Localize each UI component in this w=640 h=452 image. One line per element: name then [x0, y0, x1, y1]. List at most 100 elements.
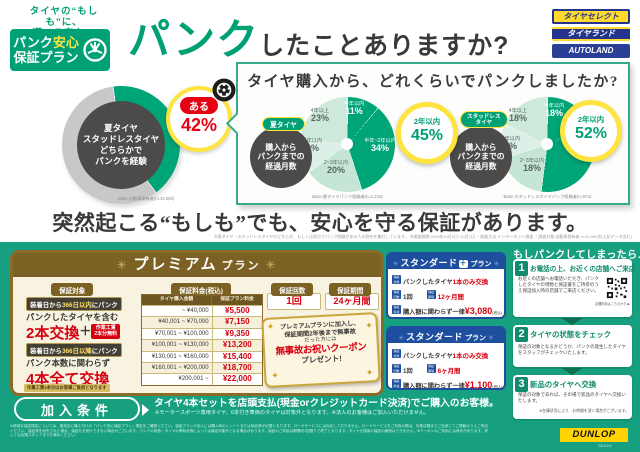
fee-table-row: ¥40,001 ~ ¥70,000 ¥7,150: [142, 316, 262, 328]
down-arrow-icon: [561, 318, 583, 325]
summer-highlight-badge: 2年以内 45%: [396, 102, 458, 164]
condition1-badge: 装着日から366日以内にパンク: [26, 297, 122, 311]
step-3-body: 保証の対象であれば、その場で新品のタイヤへ交換いたします。: [518, 392, 626, 403]
step-1-body: お近くの店舗へお電話いただき、パンクしたタイヤの現物と保証書をご持参のうえ保証加…: [518, 276, 599, 293]
tagline-line1: タイヤの“もしも”に、: [29, 6, 99, 28]
plan-target-row: 保証 対象 パンクしたタイヤ1本のみ交換: [392, 275, 489, 286]
step-2-title: タイヤの状態をチェック: [530, 330, 612, 339]
fee-tab: 保証料金(税込): [171, 283, 231, 296]
count-tab: 保証回数: [271, 283, 314, 296]
summer-pie-hole: [341, 138, 353, 150]
target-label-icon: 保証 対象: [392, 349, 401, 359]
plan-logo-bottom: 保証プラン: [13, 50, 79, 65]
standard-plan-card: ✳ スタンダード プラン ✳ 保証 対象 パンクしたタイヤ1本のみ交換 保証 回数 1回 保証期…: [386, 326, 506, 390]
period-label-icon: 保証 期間: [426, 290, 436, 300]
plan-suffix: プラン: [465, 335, 486, 342]
step-1-number: 1: [515, 261, 528, 276]
fee-table-row: ~ ¥40,000 ¥5,500: [142, 305, 262, 317]
fee-label-icon: 保証 料金: [392, 379, 401, 389]
survey-panel: タイヤ購入から、どれくらいでパンクしましたか? 半年以内 11% 半年~2年以内 3…: [225, 62, 630, 205]
fee-table-header: タイヤ購入金額 保証プラン料金: [142, 295, 262, 305]
fee-table: タイヤ購入金額 保証プラン料金 ~ ¥40,000 ¥5,500 ¥40,001 …: [141, 294, 263, 386]
experience-pie-center-label: 夏タイヤ スタッドレスタイヤ どちらかで パンクを経験: [77, 101, 165, 189]
sparkle-icon: ✦: [266, 321, 275, 332]
experience-line: どちらかで: [99, 145, 143, 155]
summer-slice-label: 半年~2年以内 34%: [364, 138, 396, 153]
conditions-sub: ※モータースポーツ専用タイヤ、6本付き車両のタイヤは対象外となります。※法人のお…: [155, 410, 430, 416]
condition2-badge: 装着日から366日以降にパンク: [26, 343, 122, 357]
sparkle-icon: ✦: [271, 370, 280, 381]
winter-pie-hole: [541, 138, 553, 150]
experience-line: 夏タイヤ: [104, 123, 138, 133]
conditions-main: タイヤ4本セットを店頭支払(現金orクレジットカード決済)でご購入のお客様。: [154, 398, 499, 409]
tire-icon: [212, 78, 236, 102]
condition1-benefit: 2本交換＋ 作業工賃 2本分無料: [26, 322, 121, 343]
winter-slice-label: 4年以上 18%: [508, 108, 528, 123]
headline: 突然起こる“もしも”でも、安心を守る保証があります。: [52, 211, 588, 235]
warranty-target-tab: 保証対象: [51, 283, 94, 296]
wheel-icon: ✳: [265, 258, 278, 272]
experience-line: パンクを経験: [95, 156, 147, 166]
step-3-number: 3: [515, 377, 528, 392]
standard-plus-rows: 保証 対象 パンクしたタイヤ1本のみ交換 保証 回数 1回 保証 期間 12ヶ月間 保証 料金購…: [388, 269, 504, 317]
qr-caption: 店舗検索はこちらから ▶: [594, 302, 630, 306]
store-search-qr-code: [606, 277, 628, 299]
plan-logo-top-yellow: 安心: [52, 35, 79, 50]
standard-rows: 保証 対象 パンクしたタイヤ1本のみ交換 保証 回数 1回 保証 期間 6ヶ月間 保証 料金 購入…: [388, 343, 504, 391]
version-code: '02.4.0.0: [598, 444, 612, 448]
answer-value: 42%: [180, 115, 218, 135]
fee-table-row: ¥70,001 ~ ¥100,000 ¥9,350: [142, 327, 262, 340]
count-label-icon: 保証 回数: [392, 364, 401, 374]
plan-logo: パンク安心 保証プラン: [10, 29, 110, 71]
condition1-line: パンクしたタイヤを含む: [26, 312, 119, 322]
period-label-icon: 保証 期間: [426, 364, 436, 374]
premium-plan-name: プレミアム: [133, 256, 218, 273]
standard-plus-header: ✳ スタンダード＋プラン ✳: [388, 254, 504, 269]
plan-logo-text: パンク安心 保証プラン: [13, 35, 79, 65]
store-logos: タイヤセレクト タイヤランド AUTOLAND: [552, 9, 630, 61]
page-title-rest: したことありますか?: [259, 32, 510, 60]
fee-table-col1: タイヤ購入金額: [159, 297, 194, 302]
plan-count-period-row: 保証 回数 1回 保証 期間 6ヶ月間: [392, 364, 461, 375]
store-logo-tireselect: タイヤセレクト: [552, 9, 630, 24]
summer-slice-label: 半年以内 11%: [343, 101, 365, 116]
step-3-note: ※在庫状況により、お時間を頂く場合がございます。: [539, 409, 629, 413]
step-1-card: 1 お電話の上、お近くの店舗へご来店 お近くの店舗へお電話いただき、パンクしたタ…: [513, 259, 636, 317]
step-1-title: お電話の上、お近くの店舗へご来店: [530, 266, 636, 273]
wheel-icon: ✳: [398, 335, 404, 342]
plan-logo-top-white: パンク: [13, 35, 53, 50]
steps-title: もしパンクしてしまったら…: [513, 250, 640, 261]
labor-free-badge: 作業工賃 2本分無料: [91, 323, 121, 339]
summer-slice-label: 2~3年以内 20%: [323, 160, 349, 175]
fee-label-icon: 保証 料金: [392, 305, 401, 315]
plan-name: スタンダード: [405, 332, 463, 342]
experience-line: スタッドレスタイヤ: [82, 134, 160, 144]
conditions-label: 加入条件: [14, 397, 140, 421]
plan-target-row: 保証 対象 パンクしたタイヤ1本のみ交換: [392, 349, 489, 360]
dunlop-logo: DUNLOP: [560, 428, 628, 442]
winter-center-label: 購入から パンクまでの 経過月数: [450, 126, 512, 188]
summer-slice-label: 4年以上 23%: [310, 108, 330, 123]
step-3-title: 新品のタイヤへ交換: [530, 380, 597, 389]
base-caption-left: Base:自動車保有者(n=10,000): [118, 196, 175, 201]
plan-price-row: 保証 料金 購入額に関わらず一律¥3,080(税込): [392, 305, 502, 316]
answer-label: ある: [180, 97, 218, 114]
fee-table-row: ¥160,001 ~ ¥200,000 ¥18,700: [142, 361, 262, 374]
condition2-benefit: 4本全て交換: [26, 371, 110, 388]
plan-count-period-row: 保証 回数 1回 保証 期間 12ヶ月間: [392, 290, 464, 301]
step-2-card: 2 タイヤの状態をチェック 保証の対象となるかどうか、パンクの発生したタイヤをス…: [513, 325, 632, 367]
standard-header: ✳ スタンダード プラン ✳: [388, 328, 504, 343]
target-label-icon: 保証 対象: [392, 275, 401, 285]
step-2-body: 保証の対象となるかどうか、パンクの発生したタイヤをスタッフがチェックいたします。: [518, 344, 626, 355]
fee-table-row: ¥100,001 ~ ¥130,000 ¥13,200: [142, 339, 262, 351]
premium-plan-header: ✳ プレミアム プラン ✳: [13, 253, 381, 277]
store-logo-autoland: AUTOLAND: [552, 44, 630, 58]
base-caption-winter: Base:スタッドレスタイヤパンク経験者(n=574): [503, 194, 592, 199]
sparkle-icon: ✦: [364, 320, 374, 331]
summer-center-label: 購入から パンクまでの 経過月数: [250, 126, 312, 188]
page-title-accent: パンク: [128, 16, 260, 63]
labor-fee-note: 作業工賃4本分はお客様ご負担となります: [24, 384, 110, 392]
plus-icon: ＋: [79, 324, 92, 338]
fee-table-row: ¥130,001 ~ ¥160,000 ¥15,400: [142, 350, 262, 362]
